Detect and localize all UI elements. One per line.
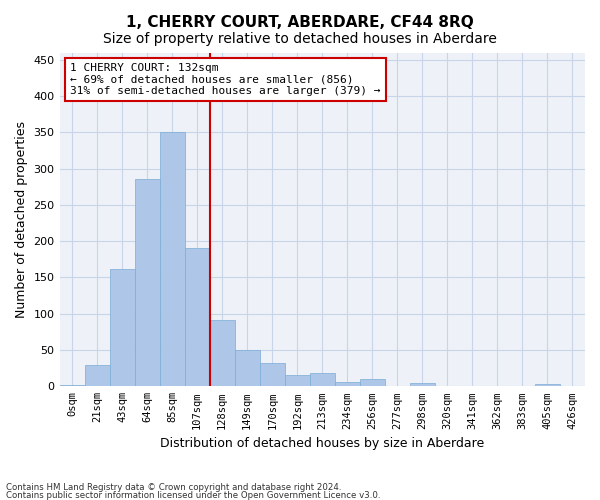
- Text: Size of property relative to detached houses in Aberdare: Size of property relative to detached ho…: [103, 32, 497, 46]
- Text: Contains HM Land Registry data © Crown copyright and database right 2024.: Contains HM Land Registry data © Crown c…: [6, 484, 341, 492]
- Bar: [335, 382, 360, 386]
- Bar: [260, 363, 285, 386]
- Bar: [535, 384, 560, 386]
- Bar: [185, 248, 209, 386]
- Bar: [160, 132, 185, 386]
- Bar: [235, 350, 260, 387]
- Bar: [410, 382, 435, 386]
- Text: 1, CHERRY COURT, ABERDARE, CF44 8RQ: 1, CHERRY COURT, ABERDARE, CF44 8RQ: [126, 15, 474, 30]
- Bar: [85, 364, 110, 386]
- Bar: [110, 268, 134, 386]
- Bar: [360, 379, 385, 386]
- Bar: [310, 373, 335, 386]
- Y-axis label: Number of detached properties: Number of detached properties: [15, 121, 28, 318]
- Text: 1 CHERRY COURT: 132sqm
← 69% of detached houses are smaller (856)
31% of semi-de: 1 CHERRY COURT: 132sqm ← 69% of detached…: [70, 62, 380, 96]
- Bar: [209, 320, 235, 386]
- X-axis label: Distribution of detached houses by size in Aberdare: Distribution of detached houses by size …: [160, 437, 484, 450]
- Bar: [285, 376, 310, 386]
- Bar: [134, 180, 160, 386]
- Bar: [59, 385, 85, 386]
- Text: Contains public sector information licensed under the Open Government Licence v3: Contains public sector information licen…: [6, 490, 380, 500]
